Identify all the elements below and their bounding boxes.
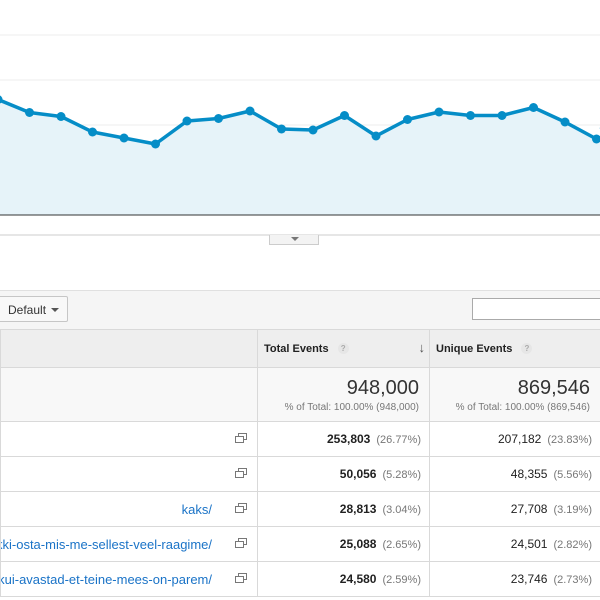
dimension-cell	[0, 456, 258, 492]
total-events-cell: 28,813 (3.04%)	[257, 491, 430, 527]
chart-point[interactable]	[245, 106, 255, 116]
table-toolbar: Default	[0, 290, 600, 329]
total-events-pct: (5.28%)	[382, 469, 421, 481]
chart-point[interactable]	[529, 103, 538, 112]
total-events-pct: (2.59%)	[382, 574, 421, 586]
unique-events-cell: 48,355 (5.56%)	[429, 456, 600, 492]
table-view-select-label: Default	[8, 303, 47, 317]
unique-events-value: 48,355	[510, 467, 548, 481]
unique-events-pct: (23.83%)	[547, 434, 592, 446]
chart-point[interactable]	[151, 139, 160, 149]
dimension-link[interactable]: kaks/	[181, 502, 212, 517]
unique-events-cell: 23,746 (2.73%)	[429, 561, 600, 597]
totals-total-events-cell: 948,000 % of Total: 100.00% (948,000)	[257, 367, 430, 422]
unique-events-value: 27,708	[510, 502, 548, 516]
table-view-select[interactable]: Default	[0, 296, 68, 322]
dimension-cell: kki-osta-mis-me-sellest-veel-raagime/	[0, 526, 258, 562]
total-events-value: 253,803	[326, 432, 371, 446]
chart-point[interactable]	[592, 134, 600, 144]
chart-point[interactable]	[340, 111, 349, 120]
dimension-cell	[0, 421, 258, 457]
dimension-cell: kaks/	[0, 491, 258, 527]
total-events-pct: (2.65%)	[382, 539, 421, 551]
chart-points	[0, 95, 600, 149]
table-header-row: Total Events ? ↓ Unique Events ?	[0, 329, 600, 368]
table-row: kui-avastad-et-teine-mees-on-parem/ 24,5…	[0, 561, 600, 597]
unique-events-pct: (3.19%)	[553, 504, 592, 516]
totals-total-events-sub: % of Total: 100.00% (948,000)	[284, 401, 419, 413]
dimension-header	[0, 329, 258, 368]
total-events-pct: (26.77%)	[376, 434, 421, 446]
total-events-value: 28,813	[339, 502, 377, 516]
unique-events-header[interactable]: Unique Events ?	[429, 329, 600, 368]
unique-events-value: 24,501	[510, 537, 548, 551]
chart-point[interactable]	[119, 133, 129, 143]
total-events-cell: 25,088 (2.65%)	[257, 526, 430, 562]
chart-point[interactable]	[403, 115, 412, 124]
open-in-new-window-icon[interactable]	[235, 468, 247, 479]
help-icon[interactable]: ?	[337, 343, 349, 355]
table-row: kaks/ 28,813 (3.04%) 27,708 (3.19%)	[0, 491, 600, 527]
total-events-value: 24,580	[339, 572, 377, 586]
chart-point[interactable]	[0, 95, 3, 104]
chart-point[interactable]	[277, 124, 286, 134]
chart-point[interactable]	[560, 117, 570, 127]
unique-events-pct: (5.56%)	[553, 469, 592, 481]
chart-point[interactable]	[182, 116, 192, 126]
sort-down-arrow-icon[interactable]: ↓	[418, 339, 426, 355]
total-events-cell: 50,056 (5.28%)	[257, 456, 430, 492]
table-row: 253,803 (26.77%) 207,182 (23.83%)	[0, 421, 600, 457]
chart-area-fill	[0, 100, 600, 215]
totals-dimension-cell	[0, 367, 258, 422]
chevron-down-icon	[291, 237, 299, 241]
total-events-header-label: Total Events	[264, 342, 329, 355]
open-in-new-window-icon[interactable]	[235, 503, 247, 514]
dropdown-caret-icon	[51, 308, 59, 312]
total-events-cell: 253,803 (26.77%)	[257, 421, 430, 457]
chart-point[interactable]	[56, 112, 66, 121]
unique-events-cell: 24,501 (2.82%)	[429, 526, 600, 562]
totals-row: 948,000 % of Total: 100.00% (948,000) 86…	[0, 367, 600, 422]
total-events-header[interactable]: Total Events ? ↓	[257, 329, 430, 368]
total-events-pct: (3.04%)	[382, 504, 421, 516]
open-in-new-window-icon[interactable]	[235, 538, 247, 549]
dimension-cell: kui-avastad-et-teine-mees-on-parem/	[0, 561, 258, 597]
totals-unique-events-value: 869,546	[517, 376, 590, 399]
data-table: Total Events ? ↓ Unique Events ? 948,000…	[0, 329, 600, 597]
totals-total-events-value: 948,000	[346, 376, 419, 399]
chart-point[interactable]	[214, 114, 223, 123]
unique-events-pct: (2.82%)	[553, 539, 592, 551]
unique-events-value: 207,182	[497, 432, 542, 446]
unique-events-header-label: Unique Events	[436, 342, 513, 355]
total-events-value: 25,088	[339, 537, 377, 551]
open-in-new-window-icon[interactable]	[235, 433, 247, 444]
table-search-input[interactable]	[472, 298, 600, 320]
unique-events-value: 23,746	[510, 572, 548, 586]
chart-point[interactable]	[434, 107, 444, 117]
open-in-new-window-icon[interactable]	[235, 573, 247, 584]
chart-expander-handle[interactable]	[269, 235, 319, 245]
chart-point[interactable]	[308, 125, 318, 135]
chart-point[interactable]	[25, 108, 34, 117]
table-row: 50,056 (5.28%) 48,355 (5.56%)	[0, 456, 600, 492]
unique-events-cell: 27,708 (3.19%)	[429, 491, 600, 527]
total-events-value: 50,056	[339, 467, 377, 481]
unique-events-cell: 207,182 (23.83%)	[429, 421, 600, 457]
unique-events-pct: (2.73%)	[553, 574, 592, 586]
chart-point[interactable]	[371, 131, 381, 141]
table-row: kki-osta-mis-me-sellest-veel-raagime/ 25…	[0, 526, 600, 562]
chart-point[interactable]	[466, 111, 475, 120]
chart-series-line	[0, 98, 600, 146]
totals-unique-events-cell: 869,546 % of Total: 100.00% (869,546)	[429, 367, 600, 422]
chart-point[interactable]	[88, 127, 97, 137]
dimension-link[interactable]: kui-avastad-et-teine-mees-on-parem/	[0, 572, 213, 587]
total-events-cell: 24,580 (2.59%)	[257, 561, 430, 597]
dimension-link[interactable]: kki-osta-mis-me-sellest-veel-raagime/	[0, 537, 213, 552]
events-line-chart	[0, 34, 600, 236]
totals-unique-events-sub: % of Total: 100.00% (869,546)	[455, 401, 590, 413]
chart-point[interactable]	[497, 111, 507, 120]
help-icon[interactable]: ?	[521, 343, 533, 355]
